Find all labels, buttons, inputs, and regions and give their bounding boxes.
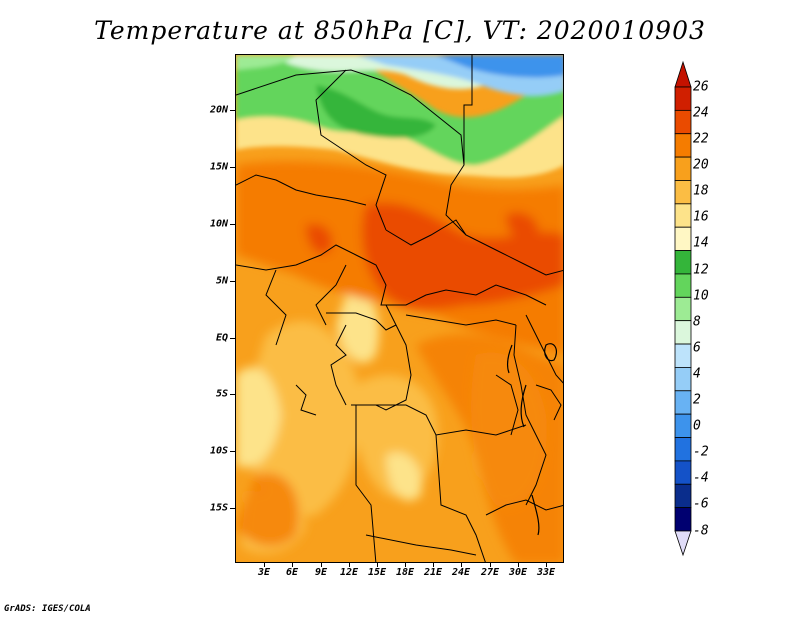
lat-label-15s: 15S <box>209 502 228 514</box>
lon-tick <box>461 563 462 567</box>
lon-tick <box>321 563 322 567</box>
field-zone-24-core <box>362 202 563 310</box>
field-zone-10-corner <box>236 55 296 70</box>
colorbar-segment <box>674 367 692 392</box>
lon-label-33e: 33E <box>536 567 556 578</box>
colorbar-label: 18 <box>693 183 709 199</box>
lon-tick <box>264 563 265 567</box>
chart-title: Temperature at 850hPa [C], VT: 202001090… <box>94 16 706 45</box>
colorbar-label: 0 <box>693 418 701 434</box>
colorbar-segment <box>674 156 692 181</box>
lon-label-21e: 21E <box>423 567 443 578</box>
colorbar-segment <box>674 296 692 322</box>
lon-tick <box>349 563 350 567</box>
lon-label-30e: 30E <box>508 567 528 578</box>
lat-label-10n: 10N <box>209 218 228 230</box>
colorbar-label: -2 <box>693 444 709 460</box>
field-zone-24-east <box>506 212 539 242</box>
colorbar-segment <box>674 203 692 228</box>
lat-tick <box>230 338 235 339</box>
field-zone-16b <box>336 293 380 364</box>
colorbar-label: 20 <box>693 157 709 173</box>
lon-tick <box>292 563 293 567</box>
colorbar-segment <box>674 133 692 158</box>
colorbar-segment <box>674 250 692 275</box>
colorbar-segment <box>674 343 692 368</box>
lon-label-15e: 15E <box>367 567 387 578</box>
lat-label-eq: EQ <box>215 332 228 344</box>
lat-tick <box>230 451 235 452</box>
lon-tick <box>405 563 406 567</box>
lat-label-10s: 10S <box>209 445 228 457</box>
map-canvas <box>236 55 563 562</box>
lon-tick <box>490 563 491 567</box>
country-borders <box>236 55 563 562</box>
colorbar-label: -6 <box>693 496 709 512</box>
lat-tick <box>230 281 235 282</box>
field-zone-0-blue <box>436 55 563 78</box>
lon-label-6e: 6E <box>285 567 299 578</box>
colorbar-label: 10 <box>693 288 709 304</box>
colorbar-label: 22 <box>693 131 709 147</box>
colorbar-label: 8 <box>693 314 701 330</box>
lon-label-18e: 18E <box>395 567 415 578</box>
field-zone-16c <box>386 452 422 501</box>
lon-label-9e: 9E <box>314 567 328 578</box>
lon-label-27e: 27E <box>480 567 500 578</box>
colorbar-segment <box>674 460 692 485</box>
temperature-map <box>235 54 564 563</box>
lat-tick <box>230 508 235 509</box>
colorbar-label: 6 <box>693 340 701 356</box>
colorbar-segment <box>674 390 692 415</box>
lat-tick <box>230 167 235 168</box>
colorbar-segment <box>674 437 692 462</box>
colorbar-label: 14 <box>693 235 709 251</box>
colorbar-label: 24 <box>693 105 709 121</box>
lon-label-3e: 3E <box>257 567 271 578</box>
colorbar-segment <box>674 109 692 135</box>
field-zone-12-green <box>316 85 436 138</box>
colorbar-segment <box>674 413 692 438</box>
lon-tick <box>433 563 434 567</box>
lat-label-5s: 5S <box>215 388 228 400</box>
colorbar-segment <box>674 320 692 345</box>
colorbar-segment <box>674 86 692 111</box>
colorbar-segment <box>674 483 692 509</box>
lon-tick <box>377 563 378 567</box>
colorbar-top-arrow <box>674 60 692 88</box>
colorbar-label: 2 <box>693 392 701 408</box>
lon-label-24e: 24E <box>451 567 471 578</box>
lakes <box>506 343 558 536</box>
lon-tick <box>518 563 519 567</box>
colorbar-label: 12 <box>693 262 709 278</box>
lat-tick <box>230 224 235 225</box>
colorbar-segment <box>674 507 692 532</box>
lon-label-12e: 12E <box>339 567 359 578</box>
lon-tick <box>546 563 547 567</box>
colorbar-label: -4 <box>693 470 709 486</box>
lat-label-20n: 20N <box>209 104 228 116</box>
colorbar-segment <box>674 180 692 205</box>
colorbar-label: 16 <box>693 209 709 225</box>
colorbar-bottom-arrow <box>674 530 692 557</box>
colorbar-label: 26 <box>693 79 709 95</box>
colorbar-label: -8 <box>693 523 709 539</box>
lat-label-5n: 5N <box>215 275 228 287</box>
lat-tick <box>230 394 235 395</box>
lat-tick <box>230 110 235 111</box>
colorbar <box>674 60 692 557</box>
field-zone-18a <box>241 320 360 517</box>
field-zone-10-green <box>236 55 563 166</box>
colorbar-segment <box>674 273 692 298</box>
field-zone-24-west <box>306 224 333 254</box>
colorbar-label: 4 <box>693 366 701 382</box>
colorbar-segment <box>674 226 692 251</box>
lat-label-15n: 15N <box>209 161 228 173</box>
field-zone-16a <box>236 367 281 468</box>
field-zone-22-sw <box>236 473 299 546</box>
footer-credit: GrADS: IGES/COLA <box>4 604 91 614</box>
